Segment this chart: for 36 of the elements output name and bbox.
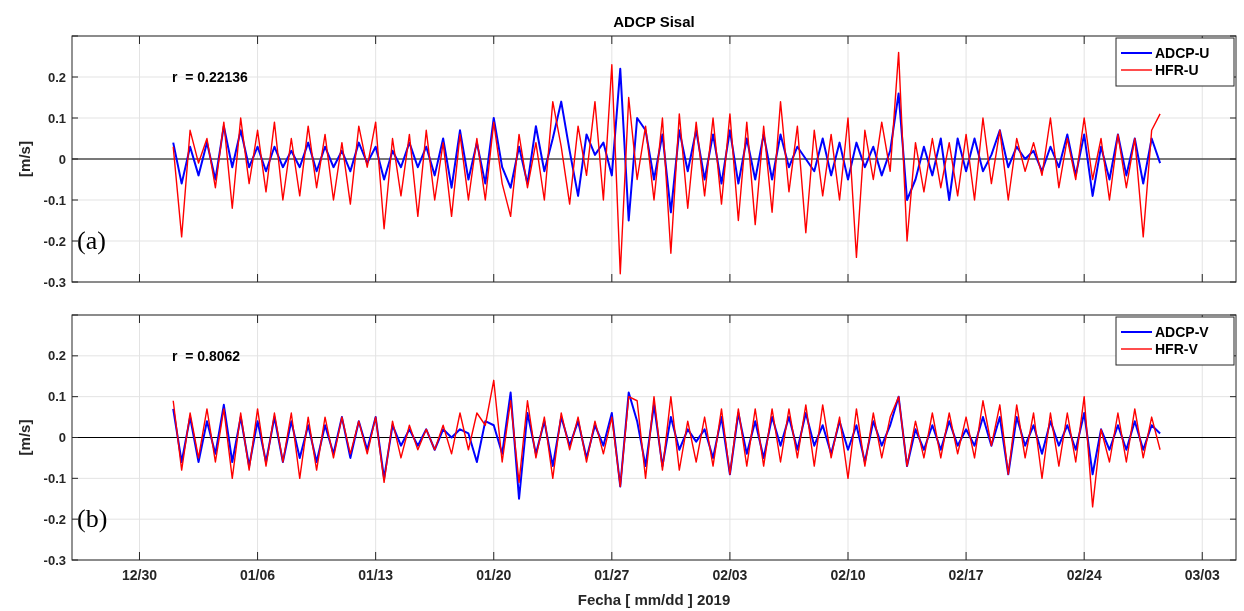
y-tick-label: 0.2 [47,69,66,85]
x-tick-label: 12/30 [121,567,158,583]
x-tick-label: 03/03 [1184,567,1220,583]
y-tick-label: -0.3 [43,552,66,568]
x-tick-label: 01/13 [358,567,394,583]
x-tick-label: 02/24 [1066,567,1102,583]
legend-label: HFR-U [1155,62,1199,78]
y-tick-label: 0.2 [47,348,66,364]
legend-label: ADCP-U [1155,45,1210,61]
y-tick-label: -0.1 [43,192,66,208]
y-tick-label: 0.1 [47,389,66,405]
x-tick-label: 01/20 [476,567,512,583]
annotation: r = 0.8062 [172,347,241,364]
y-axis-title: [m/s] [16,419,33,456]
x-axis-title: Fecha [ mm/dd ] 2019 [577,591,731,608]
line-series [172,391,1162,500]
x-tick-label: 02/03 [712,567,748,583]
annotation: (a) [77,226,106,255]
line-series [172,379,1161,508]
x-tick-label: 01/06 [240,567,276,583]
x-tick-label: 02/10 [830,567,866,583]
y-tick-label: 0 [58,430,66,445]
annotation: r = 0.22136 [172,69,249,85]
y-tick-label: 0.1 [47,110,66,126]
chart-title: ADCP Sisal [613,13,695,30]
annotation: (b) [77,504,108,534]
y-tick-label: -0.1 [43,470,66,486]
legend-label: ADCP-V [1155,324,1210,340]
x-tick-label: 02/17 [948,567,984,583]
y-axis-title: [m/s] [16,141,33,177]
x-tick-label: 01/27 [594,567,630,583]
y-tick-label: -0.2 [43,511,66,527]
legend-label: HFR-V [1155,341,1199,357]
y-tick-label: -0.3 [43,274,66,290]
y-tick-label: -0.2 [43,233,66,249]
y-tick-label: 0 [58,151,66,167]
